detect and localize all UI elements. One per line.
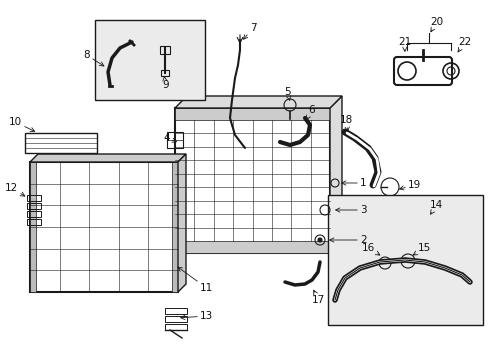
Text: 21: 21 <box>398 37 411 51</box>
Bar <box>25 133 97 153</box>
Text: 13: 13 <box>181 311 213 321</box>
Bar <box>30 162 178 292</box>
Text: 12: 12 <box>5 183 25 196</box>
Bar <box>160 46 170 54</box>
Bar <box>165 308 187 314</box>
Bar <box>175 108 330 120</box>
Text: 22: 22 <box>458 37 471 52</box>
Text: 19: 19 <box>399 180 421 190</box>
Bar <box>167 132 183 148</box>
Bar <box>27 211 41 217</box>
Bar <box>27 195 41 201</box>
Bar <box>95 20 205 100</box>
Bar <box>175 241 330 253</box>
Bar <box>30 162 36 292</box>
Text: 20: 20 <box>430 17 443 32</box>
Text: 15: 15 <box>413 243 431 255</box>
Text: 16: 16 <box>362 243 380 255</box>
Text: 1: 1 <box>342 178 367 188</box>
Polygon shape <box>175 96 342 108</box>
Text: 6: 6 <box>307 105 315 120</box>
Bar <box>27 219 41 225</box>
Text: 11: 11 <box>178 267 213 293</box>
Bar <box>328 195 483 325</box>
Polygon shape <box>178 154 186 292</box>
Text: 3: 3 <box>336 205 367 215</box>
Circle shape <box>318 238 322 242</box>
Text: 7: 7 <box>244 23 257 39</box>
Bar <box>161 70 169 76</box>
Text: 14: 14 <box>430 200 443 214</box>
Bar <box>172 162 178 292</box>
Text: 17: 17 <box>312 290 325 305</box>
Bar <box>165 316 187 322</box>
Text: 8: 8 <box>83 50 104 66</box>
Bar <box>27 203 41 209</box>
Text: 2: 2 <box>330 235 367 245</box>
Text: 4: 4 <box>163 133 176 143</box>
Text: 10: 10 <box>9 117 35 131</box>
Text: 5: 5 <box>284 87 291 100</box>
Bar <box>175 108 330 253</box>
Text: 18: 18 <box>340 115 353 131</box>
Polygon shape <box>30 154 186 162</box>
Text: 9: 9 <box>162 77 169 90</box>
Bar <box>165 324 187 330</box>
Polygon shape <box>330 96 342 253</box>
